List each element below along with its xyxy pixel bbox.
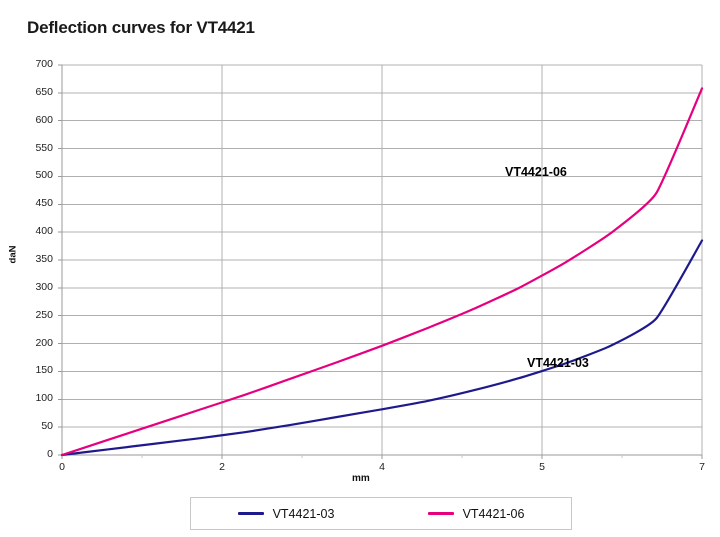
y-tick-label: 200: [35, 336, 53, 349]
axis-tickmarks: [58, 64, 703, 459]
legend-label-vt4421-03: VT4421-03: [272, 506, 335, 521]
y-tick-label: 150: [35, 364, 53, 377]
legend-entry-vt4421-06: VT4421-06: [427, 506, 525, 521]
y-tick-label: 450: [35, 197, 53, 210]
y-axis-title: daN: [7, 245, 19, 264]
y-tick-label: 0: [47, 448, 53, 460]
x-tick-label: 2: [219, 461, 225, 473]
y-tick-label: 250: [35, 308, 53, 321]
y-tick-label: 600: [35, 113, 53, 126]
legend-entry-vt4421-03: VT4421-03: [237, 506, 335, 521]
x-tick-label: 4: [379, 461, 385, 473]
legend: VT4421-03 VT4421-06: [190, 497, 572, 530]
legend-label-vt4421-06: VT4421-06: [462, 506, 525, 521]
x-tick-label: 5: [539, 461, 545, 473]
y-tick-label: 300: [35, 280, 53, 293]
x-tick-label: 7: [699, 461, 705, 473]
y-tick-label: 550: [35, 141, 53, 154]
series-line-vt4421-03: [60, 239, 704, 457]
y-tick-label: 700: [35, 58, 53, 70]
legend-color-swatch-vt4421-03: [237, 512, 264, 515]
legend-color-swatch-vt4421-06: [427, 512, 454, 515]
series-annotation-vt4421-06: VT4421-06: [505, 165, 567, 179]
y-tick-label: 400: [35, 225, 53, 238]
y-tick-label: 650: [35, 85, 53, 98]
series-annotation-vt4421-03: VT4421-03: [527, 356, 589, 370]
x-axis-title: mm: [352, 473, 370, 484]
y-tick-label: 350: [35, 253, 53, 265]
chart-title: Deflection curves for VT4421: [27, 18, 255, 37]
y-tick-label: 100: [35, 392, 53, 405]
series-lines: [60, 87, 704, 457]
x-tick-label: 0: [59, 461, 65, 473]
y-tick-label: 50: [41, 420, 53, 433]
series-line-vt4421-06: [60, 87, 704, 457]
y-tick-label: 500: [35, 169, 53, 182]
